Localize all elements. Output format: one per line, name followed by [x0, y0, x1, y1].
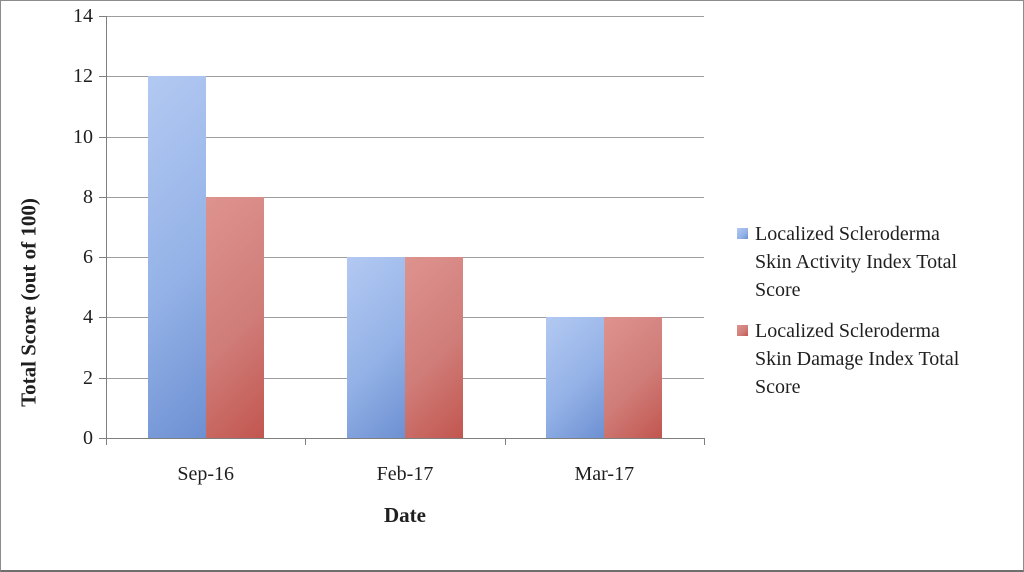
y-tick-mark — [99, 317, 106, 319]
y-tick-label: 14 — [73, 5, 93, 27]
y-tick-mark — [99, 196, 106, 198]
y-tick-label: 0 — [83, 427, 93, 449]
y-tick-mark — [99, 377, 106, 379]
x-axis-line — [106, 438, 705, 439]
gridline-y-12 — [106, 76, 704, 78]
bar-feb-17-series-2 — [405, 257, 463, 438]
legend-item-1: Localized Scleroderma Skin Activity Inde… — [737, 220, 977, 304]
bar-sep-16-series-2 — [205, 196, 264, 438]
x-category-label: Mar-17 — [574, 463, 635, 485]
y-tick-label: 8 — [83, 185, 93, 208]
gridline-y-14 — [106, 16, 704, 17]
legend-swatch-1 — [737, 228, 748, 239]
y-tick-mark — [99, 438, 106, 439]
x-tick-mark — [305, 438, 307, 445]
x-category-label: Feb-17 — [376, 463, 434, 485]
y-axis-title: Total Score (out of 100) — [16, 198, 41, 407]
y-axis-line — [106, 16, 107, 438]
bar-mar-17-series-1 — [546, 317, 605, 438]
y-tick-label: 10 — [73, 125, 93, 148]
x-category-label: Sep-16 — [177, 463, 234, 485]
y-tick-mark — [99, 76, 106, 78]
x-tick-mark — [106, 438, 107, 445]
legend-swatch-2 — [737, 325, 748, 336]
bar-sep-16-series-1 — [147, 76, 206, 438]
legend-item-2: Localized Scleroderma Skin Damage Index … — [737, 317, 977, 401]
y-tick-mark — [99, 257, 106, 259]
y-tick-label: 12 — [73, 65, 93, 88]
y-tick-label: 6 — [83, 246, 93, 269]
bar-feb-17-series-1 — [347, 257, 405, 438]
x-tick-mark — [504, 438, 506, 445]
y-tick-label: 4 — [83, 306, 93, 329]
gridline-y-10 — [106, 136, 704, 138]
bar-mar-17-series-2 — [604, 317, 663, 438]
x-tick-mark — [704, 438, 705, 445]
legend-label-2: Localized Scleroderma Skin Damage Index … — [755, 320, 960, 398]
legend-label-1: Localized Scleroderma Skin Activity Inde… — [755, 223, 958, 301]
y-tick-mark — [99, 136, 106, 138]
x-axis-title: Date — [384, 503, 426, 527]
y-tick-label: 2 — [83, 366, 93, 389]
legend: Localized Scleroderma Skin Activity Inde… — [737, 220, 977, 401]
gridline-y-8 — [106, 196, 704, 198]
y-tick-mark — [99, 16, 106, 17]
